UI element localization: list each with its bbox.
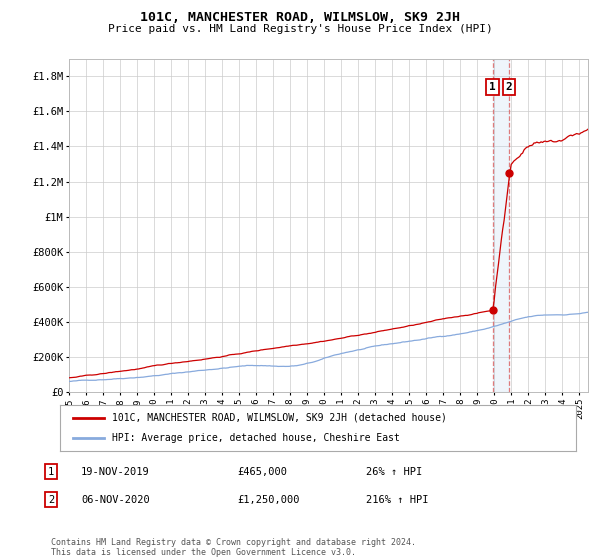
Text: £465,000: £465,000: [237, 466, 287, 477]
Text: £1,250,000: £1,250,000: [237, 494, 299, 505]
Text: 101C, MANCHESTER ROAD, WILMSLOW, SK9 2JH (detached house): 101C, MANCHESTER ROAD, WILMSLOW, SK9 2JH…: [112, 413, 446, 423]
Text: 1: 1: [489, 82, 496, 92]
Text: 26% ↑ HPI: 26% ↑ HPI: [366, 466, 422, 477]
Text: 101C, MANCHESTER ROAD, WILMSLOW, SK9 2JH: 101C, MANCHESTER ROAD, WILMSLOW, SK9 2JH: [140, 11, 460, 24]
Text: Price paid vs. HM Land Registry's House Price Index (HPI): Price paid vs. HM Land Registry's House …: [107, 24, 493, 34]
Text: 19-NOV-2019: 19-NOV-2019: [81, 466, 150, 477]
Text: 06-NOV-2020: 06-NOV-2020: [81, 494, 150, 505]
Text: 1: 1: [48, 466, 54, 477]
Text: Contains HM Land Registry data © Crown copyright and database right 2024.
This d: Contains HM Land Registry data © Crown c…: [51, 538, 416, 557]
Text: 2: 2: [505, 82, 512, 92]
Bar: [493, 59, 509, 392]
Text: 216% ↑ HPI: 216% ↑ HPI: [366, 494, 428, 505]
Text: 2: 2: [48, 494, 54, 505]
Text: HPI: Average price, detached house, Cheshire East: HPI: Average price, detached house, Ches…: [112, 433, 400, 443]
